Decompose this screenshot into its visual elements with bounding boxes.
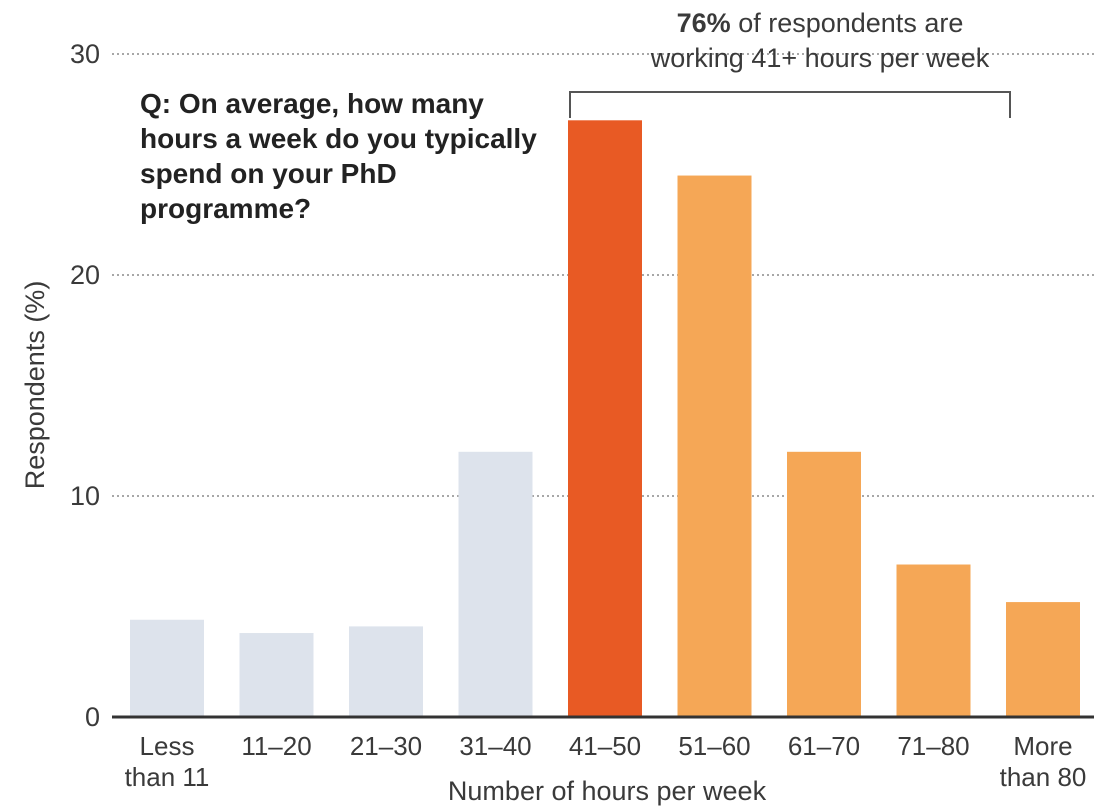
callout-percent: 76% bbox=[676, 8, 731, 38]
bar bbox=[677, 175, 752, 718]
bar bbox=[130, 619, 204, 717]
callout-bracket bbox=[569, 91, 1011, 118]
bar bbox=[239, 633, 314, 717]
y-tick-label: 30 bbox=[70, 39, 100, 69]
callout-line1: of respondents are bbox=[730, 8, 964, 38]
x-category-label: More than 80 bbox=[1000, 731, 1087, 792]
x-category-labels: Less than 11 11–20 21–30 31–40 41–50 51–60 61–7… bbox=[125, 731, 1087, 792]
x-category-label: Less than 11 bbox=[125, 731, 210, 792]
bar bbox=[1006, 602, 1080, 717]
x-category-label: 31–40 bbox=[459, 731, 531, 761]
x-category-label: 41–50 bbox=[569, 731, 641, 761]
y-tick-label: 0 bbox=[85, 702, 100, 732]
bar bbox=[787, 451, 861, 717]
y-tick-labels: 0 10 20 30 bbox=[70, 39, 100, 732]
question-text: Q: On average, how many hours a week do … bbox=[140, 88, 537, 224]
y-axis-title: Respondents (%) bbox=[20, 281, 50, 490]
bar bbox=[568, 120, 642, 718]
callout-line2: working 41+ hours per week bbox=[650, 43, 990, 73]
y-tick-label: 20 bbox=[70, 260, 100, 290]
x-category-label: 51–60 bbox=[678, 731, 750, 761]
bar bbox=[896, 564, 971, 717]
x-category-label: 21–30 bbox=[350, 731, 422, 761]
bar bbox=[458, 451, 533, 717]
bars bbox=[130, 120, 1080, 718]
x-category-label: 11–20 bbox=[241, 731, 311, 761]
callout-annotation: 76% of respondents are working 41+ hours… bbox=[590, 6, 1050, 76]
bar bbox=[349, 626, 423, 717]
y-tick-label: 10 bbox=[70, 481, 100, 511]
x-category-label: 61–70 bbox=[788, 731, 860, 761]
x-category-label: 71–80 bbox=[897, 731, 969, 761]
x-axis-title: Number of hours per week bbox=[448, 776, 767, 806]
